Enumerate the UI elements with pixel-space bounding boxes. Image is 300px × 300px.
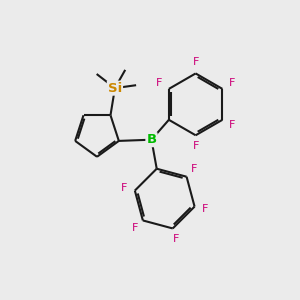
Text: F: F (121, 183, 127, 193)
Text: F: F (193, 57, 199, 67)
Text: F: F (229, 120, 235, 130)
Text: F: F (193, 142, 199, 152)
Text: F: F (191, 164, 198, 174)
Text: F: F (172, 234, 179, 244)
Text: B: B (146, 133, 157, 146)
Text: F: F (202, 205, 208, 214)
Text: F: F (132, 224, 138, 233)
Text: F: F (156, 78, 162, 88)
Text: Si: Si (108, 82, 122, 94)
Text: F: F (229, 78, 235, 88)
